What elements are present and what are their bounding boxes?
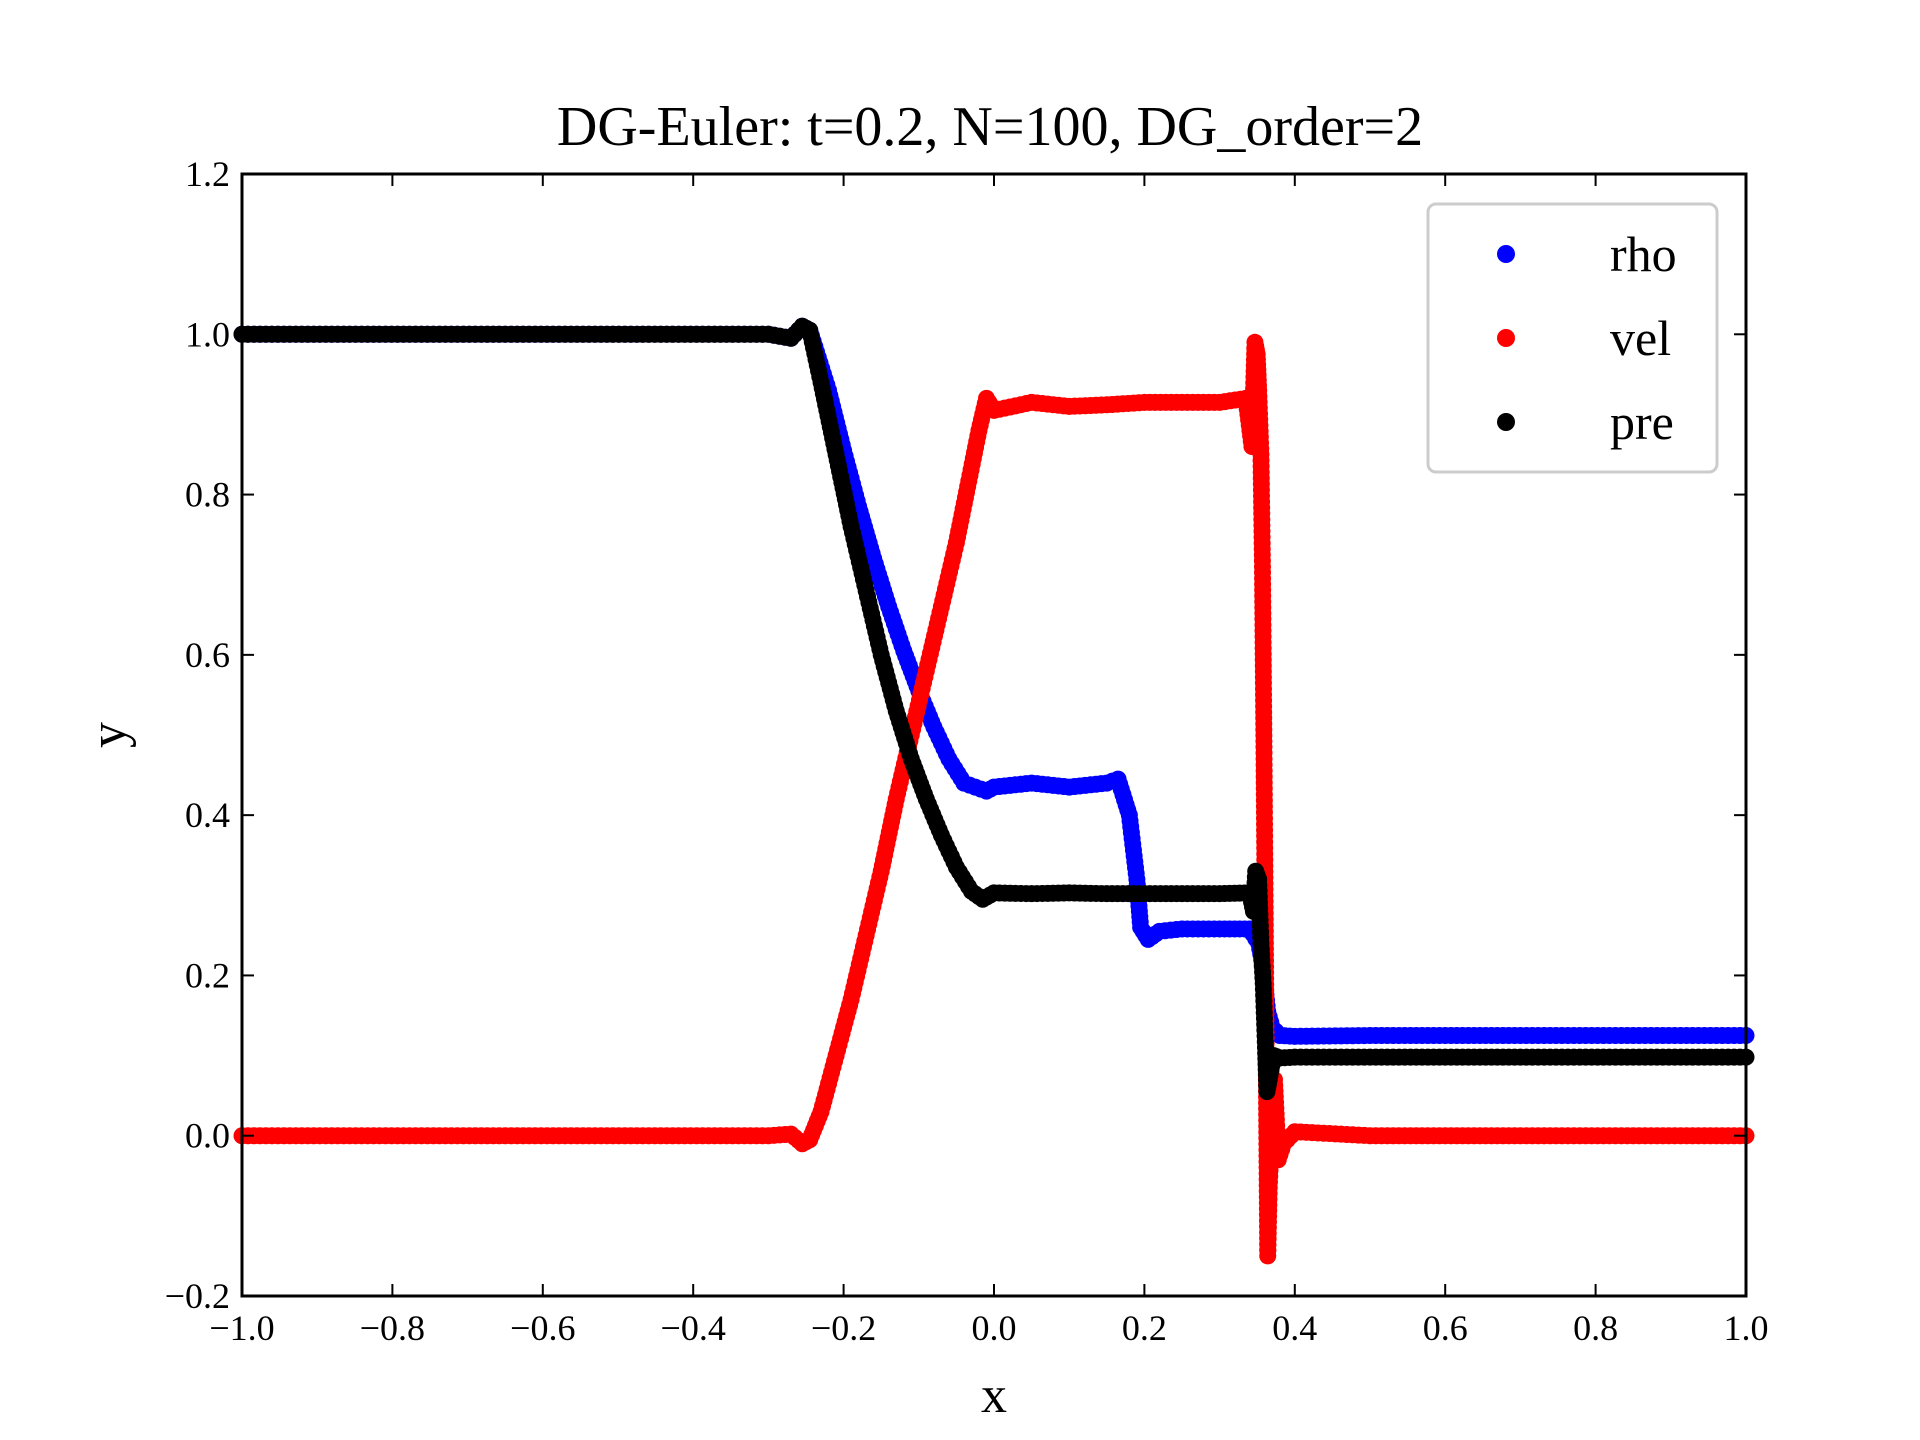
legend-label-vel: vel — [1610, 310, 1671, 366]
legend: rho vel pre — [1426, 202, 1719, 474]
x-tick-label: 0.6 — [1423, 1308, 1468, 1348]
y-tick-label: 1.2 — [185, 154, 230, 194]
y-tick-label: 0.6 — [185, 635, 230, 675]
y-tick-label: 0.4 — [185, 795, 230, 835]
y-axis-label: y — [80, 722, 137, 748]
x-tick-label: 0.2 — [1122, 1308, 1167, 1348]
legend-marker-pre — [1497, 413, 1515, 431]
y-tick-label: −0.2 — [165, 1276, 230, 1316]
legend-label-rho: rho — [1610, 226, 1677, 282]
y-tick-label: 0.0 — [185, 1116, 230, 1156]
legend-box — [1426, 202, 1719, 474]
legend-marker-vel — [1497, 329, 1515, 347]
axes-frame — [240, 172, 1748, 1298]
x-tick-label: −1.0 — [209, 1308, 274, 1348]
series-vel — [233, 333, 1755, 1265]
series-pre — [233, 317, 1755, 1101]
x-tick-label: 0.0 — [972, 1308, 1017, 1348]
chart-title: DG-Euler: t=0.2, N=100, DG_order=2 — [557, 96, 1423, 158]
x-tick-label: 0.4 — [1272, 1308, 1317, 1348]
y-tick-label: 1.0 — [185, 314, 230, 354]
plot-area: −1.0 −0.8 −0.6 −0.4 −0.2 0.0 0.2 0.4 0.6 0.8 1.0 −0… — [165, 154, 1769, 1348]
y-tick-label: 0.2 — [185, 955, 230, 995]
legend-entries: rho vel pre — [1497, 226, 1677, 450]
x-axis-label: x — [981, 1367, 1007, 1424]
legend-marker-rho — [1497, 245, 1515, 263]
x-tick-label: 0.8 — [1573, 1308, 1618, 1348]
series-layer — [233, 317, 1755, 1265]
legend-label-pre: pre — [1610, 394, 1674, 450]
x-tick-label: 1.0 — [1724, 1308, 1769, 1348]
y-tick-label: 0.8 — [185, 475, 230, 515]
x-tick-label: −0.8 — [360, 1308, 425, 1348]
x-tick-label: −0.4 — [661, 1308, 726, 1348]
ticks-layer: −1.0 −0.8 −0.6 −0.4 −0.2 0.0 0.2 0.4 0.6 0.8 1.0 −0… — [165, 154, 1769, 1348]
x-tick-label: −0.2 — [811, 1308, 876, 1348]
x-tick-label: −0.6 — [510, 1308, 575, 1348]
